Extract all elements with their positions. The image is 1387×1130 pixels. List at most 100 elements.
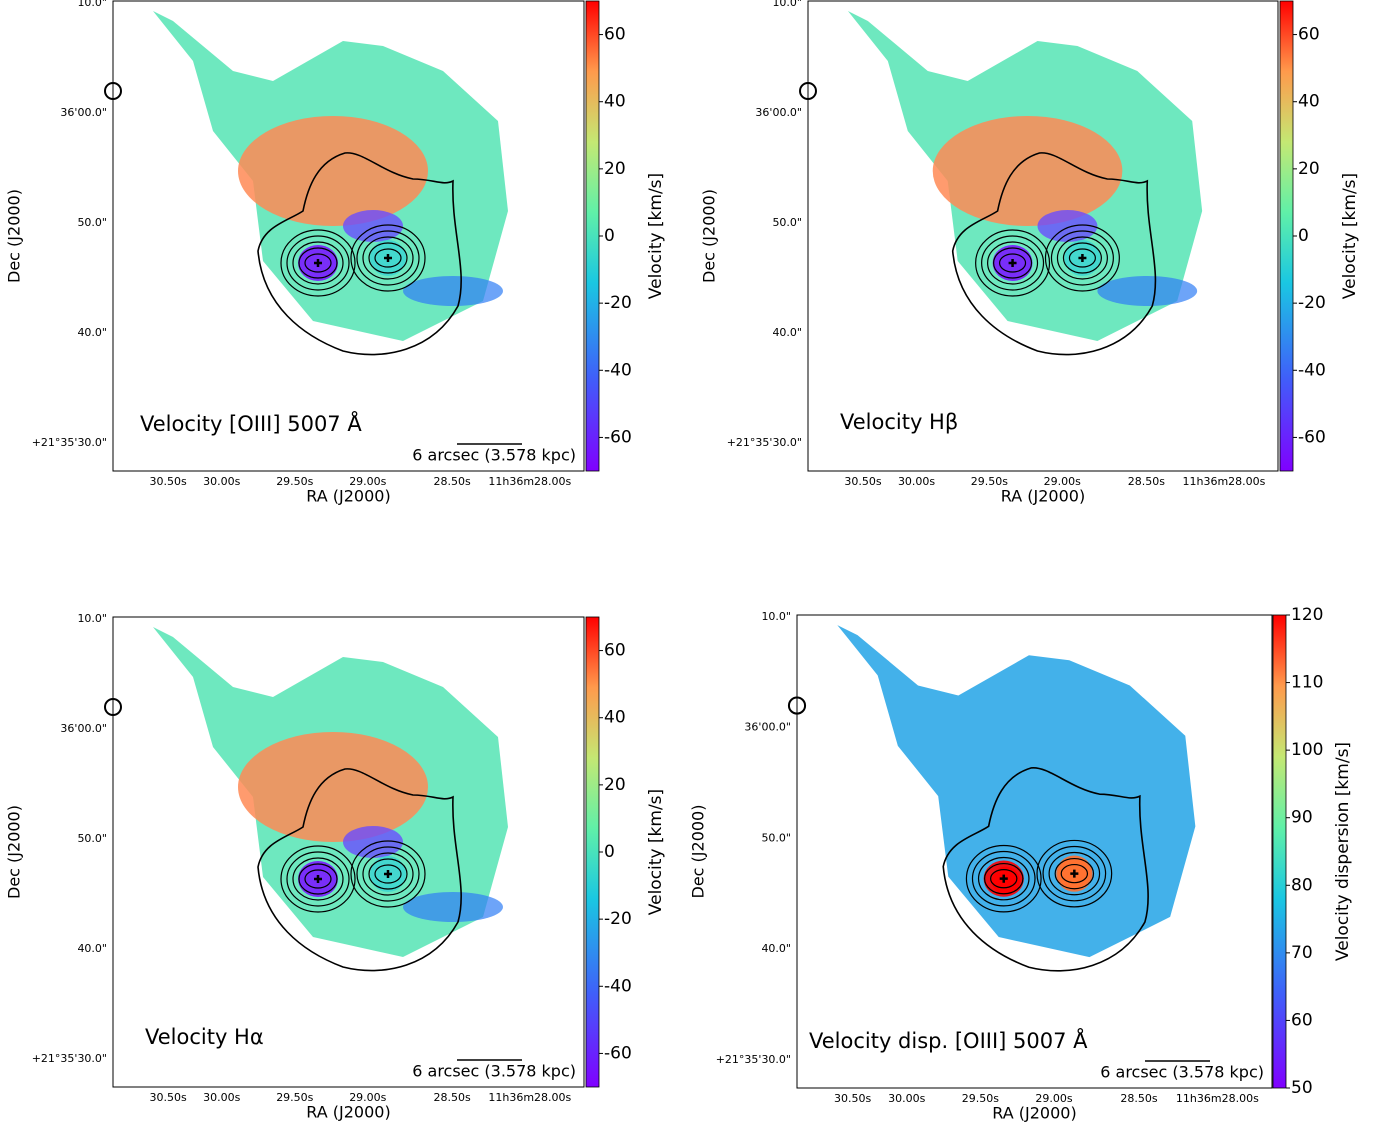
- x-tick-label: 30.50s: [149, 1091, 186, 1104]
- x-tick-label: 28.50s: [434, 475, 471, 488]
- y-axis-label: Dec (J2000): [5, 189, 24, 283]
- x-tick-label: 30.50s: [834, 1092, 871, 1105]
- contour: [298, 247, 338, 279]
- x-axis-label: RA (J2000): [306, 1103, 390, 1122]
- contour: [1036, 839, 1113, 908]
- y-tick-label: 50.0": [761, 831, 791, 844]
- x-tick-label: 11h36m28.00s: [1176, 1092, 1259, 1105]
- scale-bar-label: 6 arcsec (3.578 kpc): [1100, 1063, 1264, 1082]
- x-tick-label: 29.00s: [349, 1091, 386, 1104]
- y-tick-label: 10.0": [77, 612, 107, 625]
- nucleus-marker: [1008, 254, 1087, 267]
- x-tick-label: 30.00s: [898, 475, 935, 488]
- y-tick-label: +21°35'30.0": [32, 436, 107, 449]
- x-tick-label: 28.50s: [1120, 1092, 1157, 1105]
- contour: [971, 850, 1036, 907]
- colorbar-tick-label: -40: [604, 360, 632, 380]
- y-tick-label: 40.0": [761, 942, 791, 955]
- colorbar: [585, 0, 600, 472]
- y-tick-label: +21°35'30.0": [32, 1052, 107, 1065]
- contour: [362, 236, 414, 280]
- colorbar-label: Velocity [km/s]: [646, 173, 666, 299]
- blueshifted-region: [343, 826, 403, 858]
- colorbar-tick-label: 60: [1291, 1010, 1313, 1030]
- x-tick-label: 30.50s: [149, 475, 186, 488]
- contour: [350, 224, 426, 292]
- colorbar-tick-label: 0: [604, 226, 615, 246]
- contour: [368, 858, 408, 890]
- colorbar-tick-label: -60: [1298, 427, 1326, 447]
- y-tick-label: 10.0": [772, 0, 802, 9]
- contour: [356, 846, 420, 902]
- x-tick-label: 29.50s: [276, 1091, 313, 1104]
- colorbar-tick-label: 0: [604, 842, 615, 862]
- contour: [362, 852, 414, 896]
- y-tick-label: 40.0": [77, 942, 107, 955]
- panel-title: Velocity Hα: [145, 1025, 264, 1049]
- x-tick-label: 30.50s: [844, 475, 881, 488]
- colorbar-tick-label: 60: [604, 25, 626, 45]
- contour: [280, 845, 356, 913]
- contour: [280, 229, 356, 297]
- panel-title: Velocity Hβ: [840, 410, 958, 434]
- map: [799, 11, 1203, 356]
- colorbar-label: Velocity [km/s]: [1340, 173, 1360, 299]
- x-tick-label: 29.50s: [962, 1092, 999, 1105]
- colorbar-tick-label: -20: [604, 909, 632, 929]
- contour: [286, 235, 350, 291]
- y-axis-label: Dec (J2000): [5, 805, 24, 899]
- colorbar-tick-label: 80: [1291, 875, 1313, 895]
- nucleus-marker: [314, 254, 392, 267]
- contour: [1044, 224, 1120, 292]
- plot-frame: [796, 614, 1273, 1089]
- contour: [350, 840, 426, 908]
- colorbar-tick-label: -20: [1298, 293, 1326, 313]
- contour: [257, 152, 462, 356]
- y-tick-label: 50.0": [772, 216, 802, 229]
- colorbar-tick-label: 20: [1298, 159, 1320, 179]
- contour: [993, 247, 1033, 279]
- contour: [977, 856, 1030, 901]
- colorbar-tick-label: 20: [604, 775, 626, 795]
- colorbar-tick-label: -60: [604, 427, 632, 447]
- contour: [292, 241, 344, 285]
- x-axis-label: RA (J2000): [306, 487, 390, 506]
- x-tick-label: 29.00s: [1044, 475, 1081, 488]
- y-tick-label: 50.0": [77, 216, 107, 229]
- colorbar-tick-label: -20: [604, 293, 632, 313]
- contour: [1062, 242, 1102, 274]
- y-tick-label: 36'00.0": [60, 106, 107, 119]
- contour: [1048, 851, 1101, 896]
- emission-region: [837, 625, 1196, 958]
- contour: [304, 253, 332, 273]
- contour: [374, 248, 402, 268]
- y-tick-label: +21°35'30.0": [727, 436, 802, 449]
- contour: [951, 152, 1157, 356]
- redshifted-region: [932, 116, 1123, 226]
- contour: [981, 235, 1045, 291]
- colorbar-tick-label: 40: [1298, 92, 1320, 112]
- contour: [1042, 845, 1107, 902]
- blueshifted-region: [403, 276, 503, 306]
- blueshifted-region: [343, 210, 403, 242]
- y-tick-label: 40.0": [772, 326, 802, 339]
- x-axis-label: RA (J2000): [992, 1104, 1076, 1123]
- contour: [304, 869, 332, 889]
- y-tick-label: 36'00.0": [744, 721, 791, 734]
- y-tick-label: 36'00.0": [755, 106, 802, 119]
- x-tick-label: 28.50s: [1128, 475, 1165, 488]
- contour: [356, 230, 420, 286]
- y-tick-label: 10.0": [761, 610, 791, 623]
- colorbar-tick-label: 40: [604, 92, 626, 112]
- colorbar-tick-label: 50: [1291, 1078, 1313, 1098]
- colorbar-tick-label: 60: [1298, 25, 1320, 45]
- x-tick-label: 29.00s: [349, 475, 386, 488]
- x-tick-label: 30.00s: [203, 1091, 240, 1104]
- map: [787, 625, 1196, 972]
- blueshifted-region: [403, 892, 503, 922]
- colorbar: [1272, 614, 1287, 1089]
- colorbar: [1279, 0, 1294, 472]
- contour: [965, 844, 1042, 913]
- colorbar-tick-label: 70: [1291, 943, 1313, 963]
